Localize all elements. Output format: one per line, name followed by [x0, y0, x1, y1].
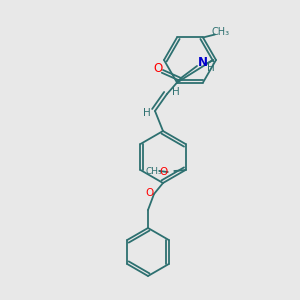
Text: H: H [143, 108, 151, 118]
Text: CH₃: CH₃ [145, 167, 162, 176]
Text: O: O [153, 62, 163, 76]
Text: H: H [172, 87, 180, 97]
Text: CH₃: CH₃ [212, 28, 230, 38]
Text: O: O [159, 167, 168, 177]
Text: O: O [146, 188, 154, 198]
Text: H: H [207, 63, 215, 73]
Text: N: N [198, 56, 208, 70]
